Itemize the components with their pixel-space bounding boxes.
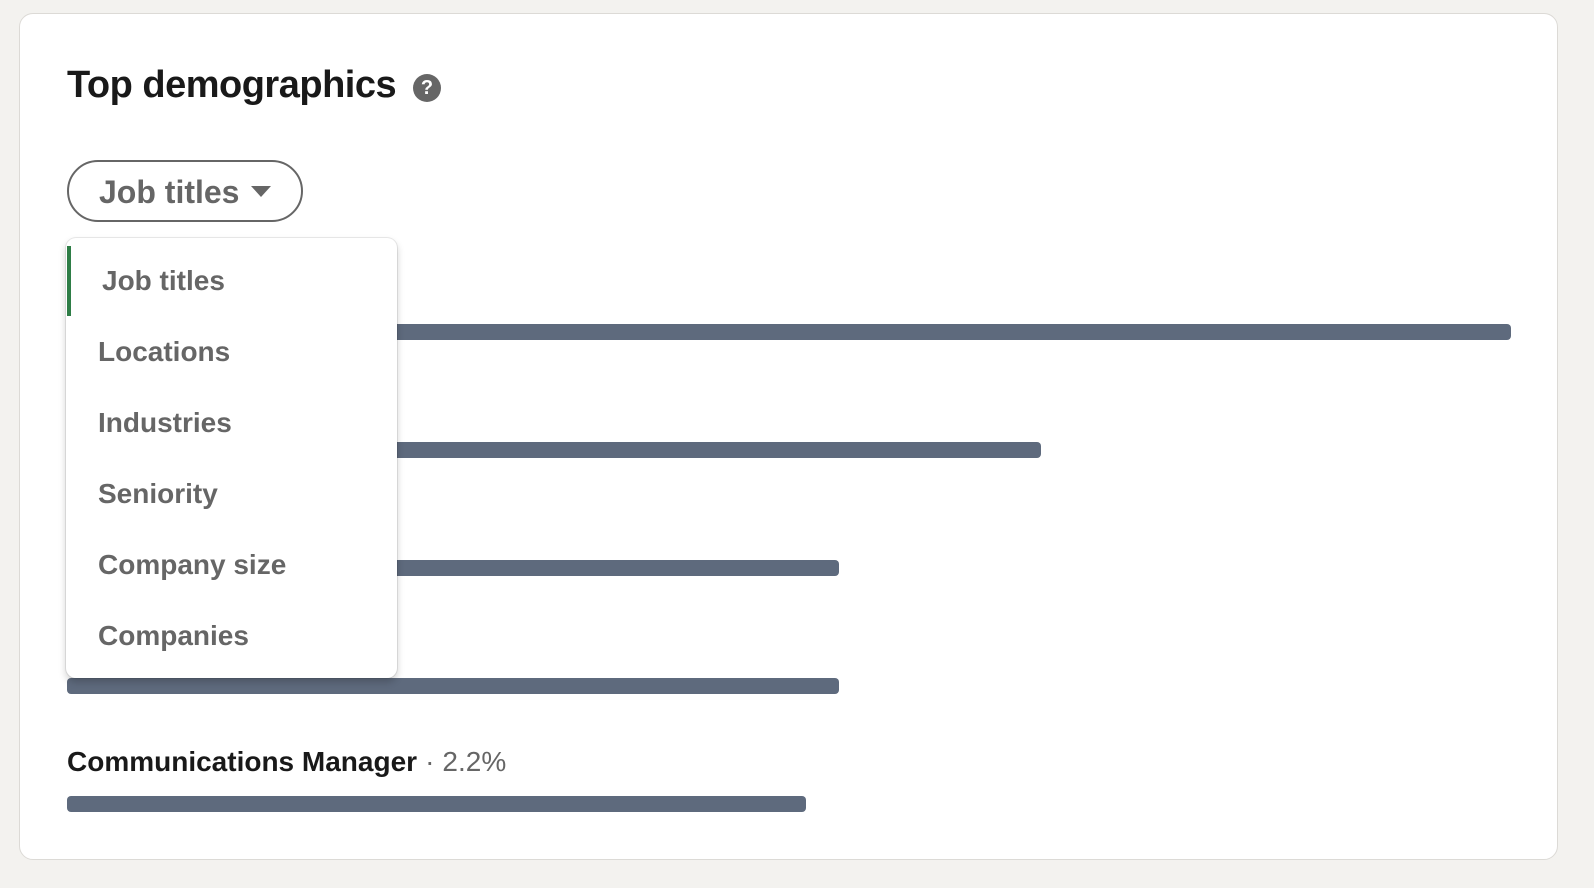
title: Top demographics <box>67 64 397 106</box>
bar <box>67 796 806 812</box>
filter-button[interactable]: Job titles <box>67 160 303 222</box>
filter-selected: Job titles <box>99 174 240 210</box>
job-title: Communications Manager <box>67 746 418 777</box>
filter-option[interactable]: Seniority <box>98 478 218 509</box>
help-icon[interactable]: ? <box>413 74 441 102</box>
bar <box>67 324 1511 340</box>
filter-menu: Job titles Locations Industries Seniority Co… <box>66 238 397 678</box>
value-label: 2.2% <box>442 746 507 777</box>
filter-option[interactable]: Company size <box>98 549 287 580</box>
filter-option[interactable]: Locations <box>98 336 231 367</box>
filter-option[interactable]: Industries <box>98 407 232 438</box>
filter-option[interactable]: Job titles <box>102 265 225 296</box>
bar <box>67 678 840 694</box>
filter-option[interactable]: Companies <box>98 620 249 651</box>
caret <box>251 186 271 197</box>
selected-indicator <box>67 246 71 316</box>
bar-label: Communications Manager · 2.2% <box>67 746 506 778</box>
separator: · <box>425 746 435 777</box>
